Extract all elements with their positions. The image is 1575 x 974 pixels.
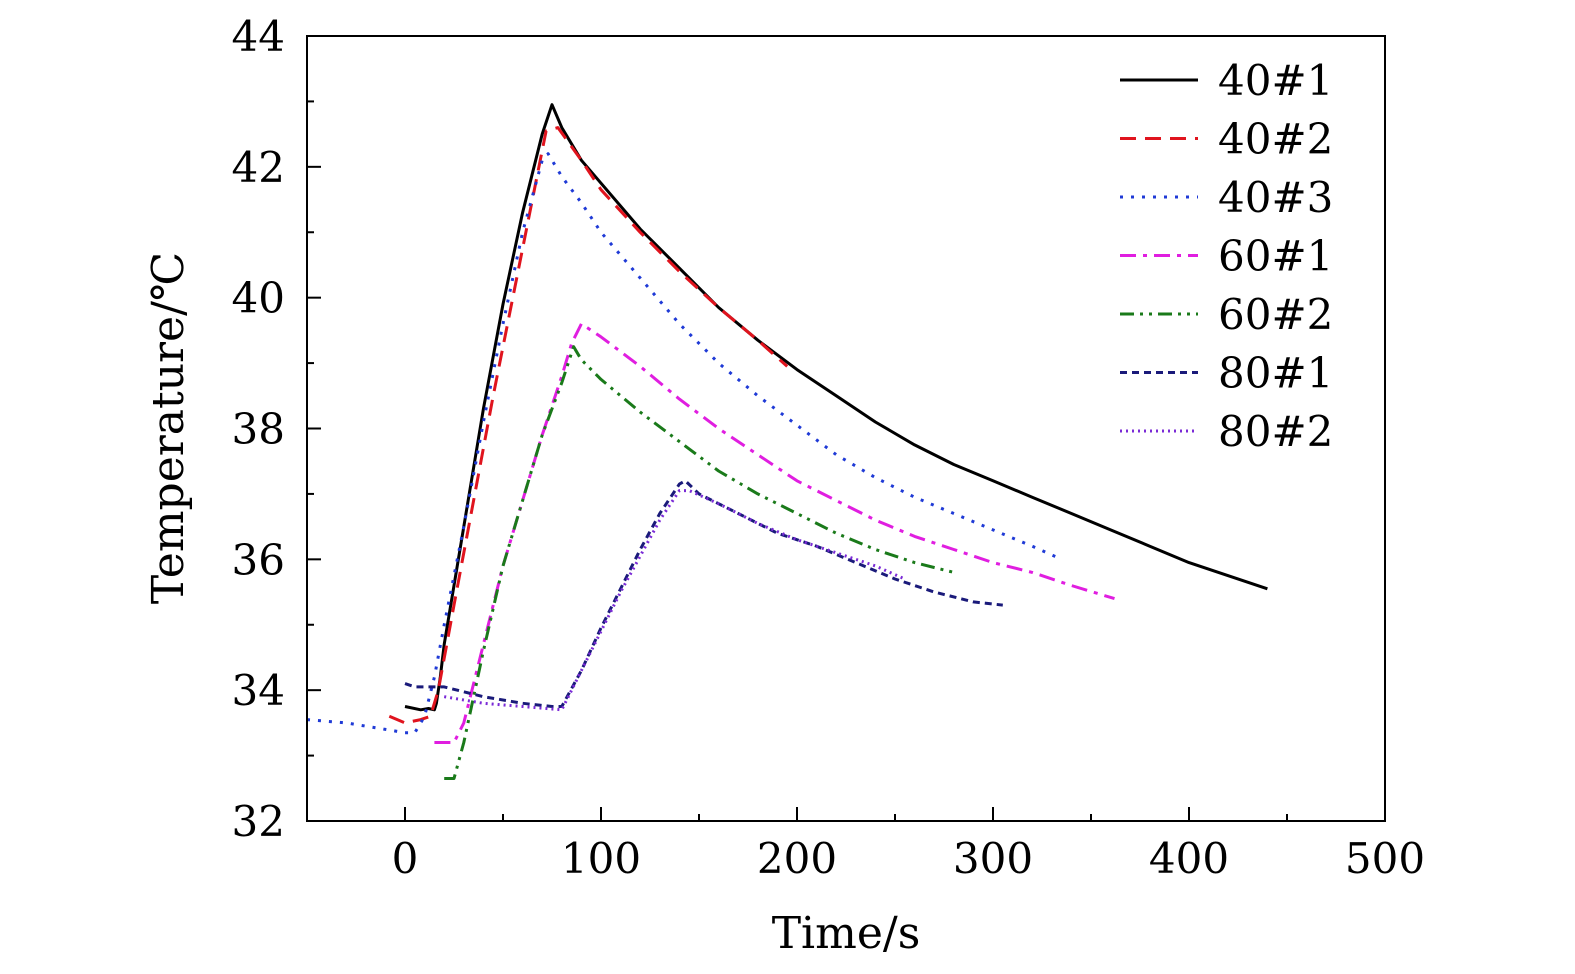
y-tick-label: 32	[232, 797, 285, 846]
y-axis-title: Temperature/℃	[143, 252, 194, 604]
legend-label: 80#2	[1218, 407, 1333, 456]
y-tick-label: 36	[232, 535, 285, 584]
legend-label: 40#1	[1218, 56, 1333, 105]
series-line-60#1	[434, 322, 1115, 744]
legend-label: 40#3	[1218, 173, 1333, 222]
legend-label: 60#1	[1218, 232, 1333, 281]
series-line-40#3	[306, 152, 1063, 735]
x-tick-label: 0	[392, 834, 419, 883]
y-tick-label: 44	[232, 12, 285, 61]
legend: 40#1 40#2 40#3 60#1 60#2 80#1 80#2	[1120, 56, 1333, 456]
x-tick-label: 100	[561, 834, 641, 883]
x-tick-label: 400	[1149, 834, 1229, 883]
series-line-60#2	[444, 345, 955, 780]
y-tick-label: 38	[232, 405, 285, 454]
y-tick-label: 40	[232, 274, 285, 323]
y-tick-label: 34	[232, 666, 285, 715]
series-line-40#2	[388, 126, 789, 725]
x-tick-label: 200	[757, 834, 837, 883]
x-axis-title: Time/s	[772, 908, 921, 959]
y-tick-label: 42	[232, 143, 285, 192]
legend-label: 60#2	[1218, 290, 1333, 339]
plot-area	[306, 103, 1268, 780]
legend-label: 40#2	[1218, 115, 1333, 164]
series-line-80#2	[443, 489, 906, 712]
x-tick-label: 300	[953, 834, 1033, 883]
legend-label: 80#1	[1218, 349, 1333, 398]
tick-labels: 0 100 200 300 400 500 32 34 36 38 40 42 44	[232, 12, 1426, 883]
series-line-40#1	[404, 103, 1268, 712]
plot-frame	[306, 35, 1386, 822]
series-line-80#1	[404, 479, 1003, 708]
x-tick-label: 500	[1345, 834, 1425, 883]
